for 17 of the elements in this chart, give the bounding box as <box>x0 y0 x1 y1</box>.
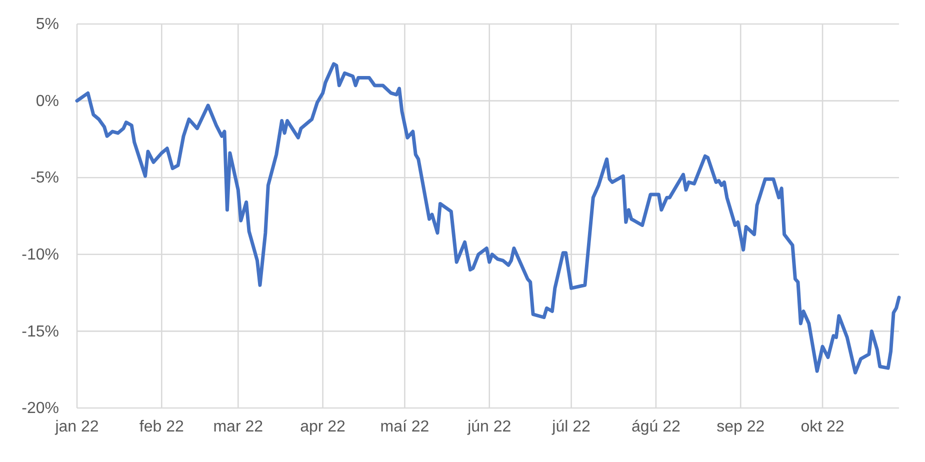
x-tick-label: maí 22 <box>380 418 430 436</box>
y-tick-label: -20% <box>22 400 59 418</box>
x-tick-label: sep 22 <box>716 418 765 436</box>
line-series <box>75 62 901 374</box>
y-tick-label: 0% <box>36 92 59 110</box>
x-tick-label: jan 22 <box>54 418 99 436</box>
x-tick-label: okt 22 <box>800 418 844 436</box>
x-tick-label: mar 22 <box>213 418 264 436</box>
y-tick-label: -15% <box>22 323 59 340</box>
x-tick-label: júl 22 <box>551 418 591 436</box>
y-tick-label: -10% <box>22 246 59 264</box>
x-tick-label: ágú 22 <box>631 418 681 436</box>
x-tick-label: feb 22 <box>139 418 184 436</box>
x-tick-label: jún 22 <box>466 418 512 436</box>
y-tick-label: -5% <box>30 170 59 187</box>
x-tick-label: apr 22 <box>300 418 346 436</box>
y-tick-label: 5% <box>36 16 59 34</box>
